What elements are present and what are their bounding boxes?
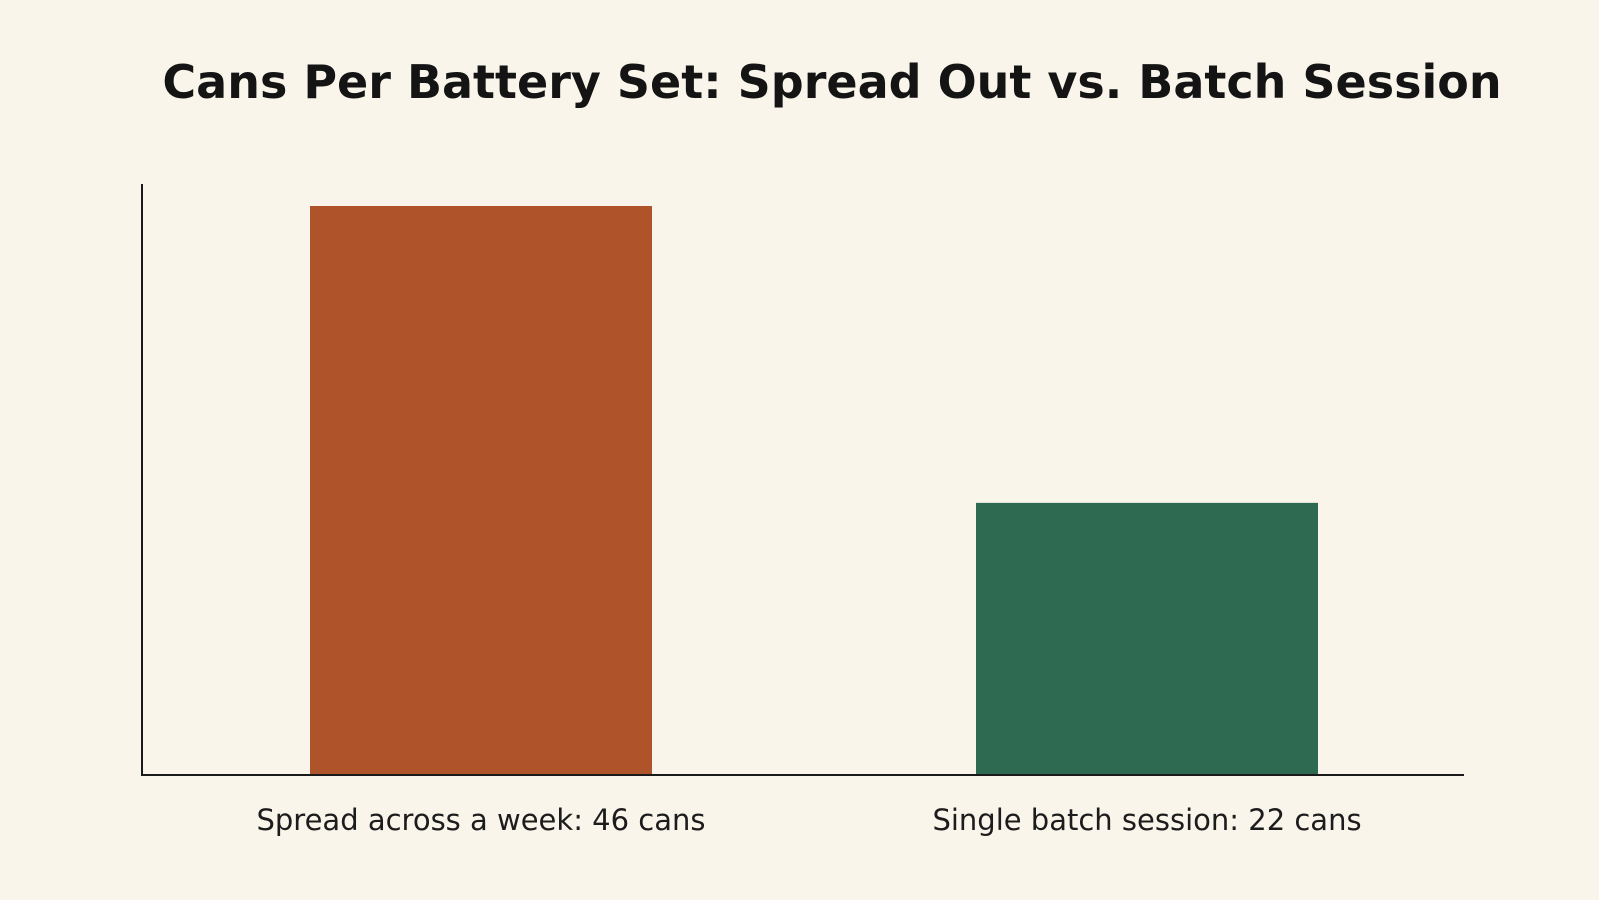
bar-2 [976,502,1318,775]
bars-group [310,206,1318,775]
chart-title: Cans Per Battery Set: Spread Out vs. Bat… [162,55,1501,109]
bar-1 [310,206,652,775]
category-label-1: Spread across a week: 46 cans [256,803,705,837]
category-labels-group: Spread across a week: 46 cans Single batc… [256,803,1361,837]
category-label-2: Single batch session: 22 cans [932,803,1361,837]
